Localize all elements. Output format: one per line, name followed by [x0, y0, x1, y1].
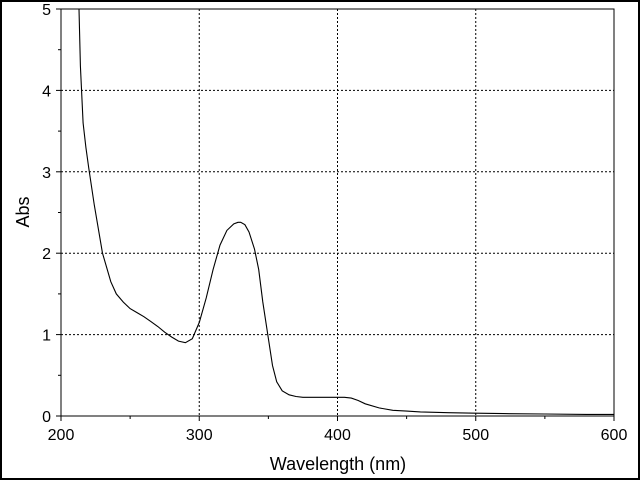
x-tick-label: 300: [186, 427, 213, 444]
y-tick-label: 2: [42, 246, 51, 263]
axis-ticks: [56, 8, 615, 421]
y-tick-label: 5: [42, 2, 51, 19]
x-axis-label: Wavelength (nm): [270, 454, 406, 474]
y-tick-label: 4: [42, 83, 51, 100]
x-tick-label: 500: [462, 427, 489, 444]
x-tick-label: 400: [324, 427, 351, 444]
x-tick-label: 200: [48, 427, 75, 444]
x-tick-label: 600: [601, 427, 628, 444]
plot-area: [60, 8, 615, 417]
absorbance-curve: [78, 8, 614, 415]
grid-lines: [61, 9, 614, 416]
x-tick-labels: 200 300 400 500 600: [48, 427, 628, 444]
y-tick-label: 1: [42, 328, 51, 345]
y-axis-label: Abs: [13, 196, 33, 227]
y-tick-labels: 0 1 2 3 4 5: [42, 2, 51, 426]
y-tick-label: 3: [42, 165, 51, 182]
y-tick-label: 0: [42, 409, 51, 426]
